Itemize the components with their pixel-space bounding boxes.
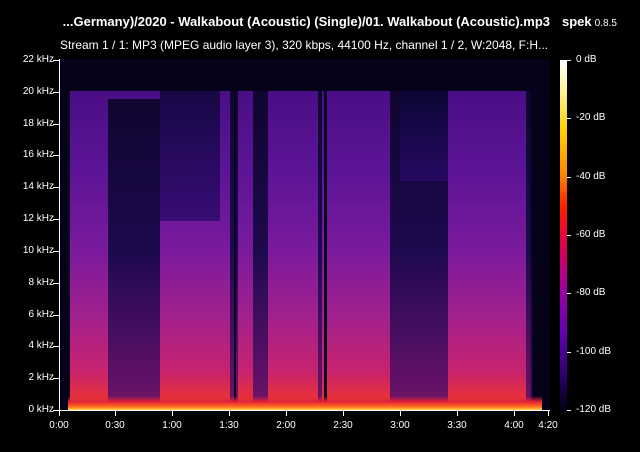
time-tick [229, 411, 230, 416]
frequency-tick [53, 410, 59, 411]
level-label: -100 dB [576, 345, 612, 357]
frequency-label: 18 kHz [22, 117, 54, 129]
quiet-section [108, 99, 160, 410]
time-label: 1:30 [219, 420, 239, 431]
frequency-label: 6 kHz [28, 308, 54, 320]
level-tick [567, 235, 571, 236]
time-tick [457, 411, 458, 416]
time-label: 0:00 [49, 420, 69, 431]
frequency-label: 12 kHz [22, 213, 54, 225]
level-tick [567, 293, 571, 295]
silence-line [234, 91, 236, 410]
frequency-tick [53, 219, 59, 221]
time-tick [548, 411, 549, 416]
app-brand: spek 0.8.5 [562, 13, 617, 31]
frequency-tick [53, 346, 59, 348]
frequency-tick [53, 314, 59, 316]
frequency-tick [53, 123, 59, 125]
frequency-label: 8 kHz [28, 276, 54, 288]
frequency-tick [53, 91, 59, 93]
quiet-section [160, 91, 220, 221]
quiet-section [526, 91, 532, 410]
quiet-section [318, 91, 322, 410]
level-label: -60 dB [576, 229, 606, 240]
low-frequency-energy [68, 396, 542, 410]
level-tick [567, 176, 571, 178]
time-label: 4:00 [504, 420, 524, 431]
time-tick [343, 411, 344, 416]
frequency-tick [53, 155, 59, 157]
app-version: 0.8.5 [594, 18, 617, 29]
app-name: spek [562, 14, 592, 29]
time-tick [59, 411, 60, 416]
time-label: 0:30 [105, 420, 125, 431]
level-tick [567, 60, 571, 61]
level-label: 0 dB [576, 54, 597, 65]
time-label: 3:30 [447, 420, 467, 431]
stream-info: Stream 1 / 1: MP3 (MPEG audio layer 3), … [60, 38, 549, 52]
frequency-tick [53, 250, 59, 252]
time-label: 1:00 [162, 420, 182, 431]
level-tick [567, 351, 571, 353]
level-label: -80 dB [576, 287, 606, 299]
time-label: 2:30 [333, 420, 353, 431]
frequency-tick [53, 187, 59, 189]
frequency-label: 2 kHz [28, 372, 54, 384]
level-tick [567, 118, 571, 120]
level-colorbar [560, 60, 567, 411]
time-label: 4:20 [538, 420, 558, 431]
frequency-tick [53, 378, 59, 380]
time-tick [514, 411, 515, 416]
time-tick [115, 411, 116, 416]
time-tick [400, 411, 401, 416]
frequency-label: 14 kHz [22, 181, 54, 193]
frequency-label: 20 kHz [22, 85, 54, 97]
time-tick [286, 411, 287, 416]
frequency-label: 4 kHz [28, 340, 54, 352]
silence-line [324, 91, 327, 410]
quiet-section [400, 91, 448, 181]
frequency-label: 16 kHz [22, 149, 54, 161]
level-label: -40 dB [576, 170, 606, 182]
time-label: 3:00 [390, 420, 410, 431]
file-title: ...Germany)/2020 - Walkabout (Acoustic) … [62, 14, 550, 29]
spectrogram-plot[interactable] [59, 59, 550, 411]
frequency-tick [53, 282, 59, 284]
level-label: -20 dB [576, 112, 606, 124]
frequency-label: 10 kHz [22, 244, 54, 256]
level-label: -120 dB [576, 404, 612, 415]
level-tick [567, 410, 571, 411]
frequency-label: 22 kHz [22, 54, 54, 65]
frequency-label: 0 kHz [28, 404, 54, 415]
quiet-section [253, 91, 268, 410]
time-label: 2:00 [276, 420, 296, 431]
time-tick [172, 411, 173, 416]
frequency-tick [53, 60, 59, 61]
